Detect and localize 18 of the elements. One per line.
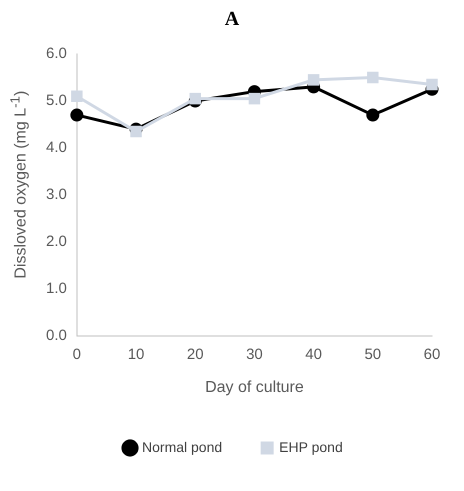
x-tick-label: 40 (305, 346, 322, 363)
x-axis-title: Day of culture (205, 378, 304, 396)
x-tick-label: 50 (364, 346, 382, 363)
x-tick-label: 20 (186, 346, 204, 363)
y-tick-label: 1.0 (46, 280, 67, 297)
x-tick-label: 60 (424, 346, 440, 363)
legend-label: Normal pond (142, 438, 222, 455)
chart-title: A (224, 8, 240, 31)
y-tick-label: 0.0 (46, 326, 67, 344)
legend-label: EHP pond (279, 438, 343, 455)
y-tick-label: 2.0 (46, 233, 67, 250)
x-tick-label: 30 (246, 346, 263, 363)
y-tick-label: 6.0 (46, 45, 67, 62)
y-tick-label: 4.0 (46, 139, 67, 156)
x-tick-label: 0 (72, 346, 82, 363)
x-tick-label: 10 (128, 346, 144, 363)
y-tick-label: 3.0 (46, 186, 67, 204)
y-tick-label: 5.0 (46, 92, 67, 110)
